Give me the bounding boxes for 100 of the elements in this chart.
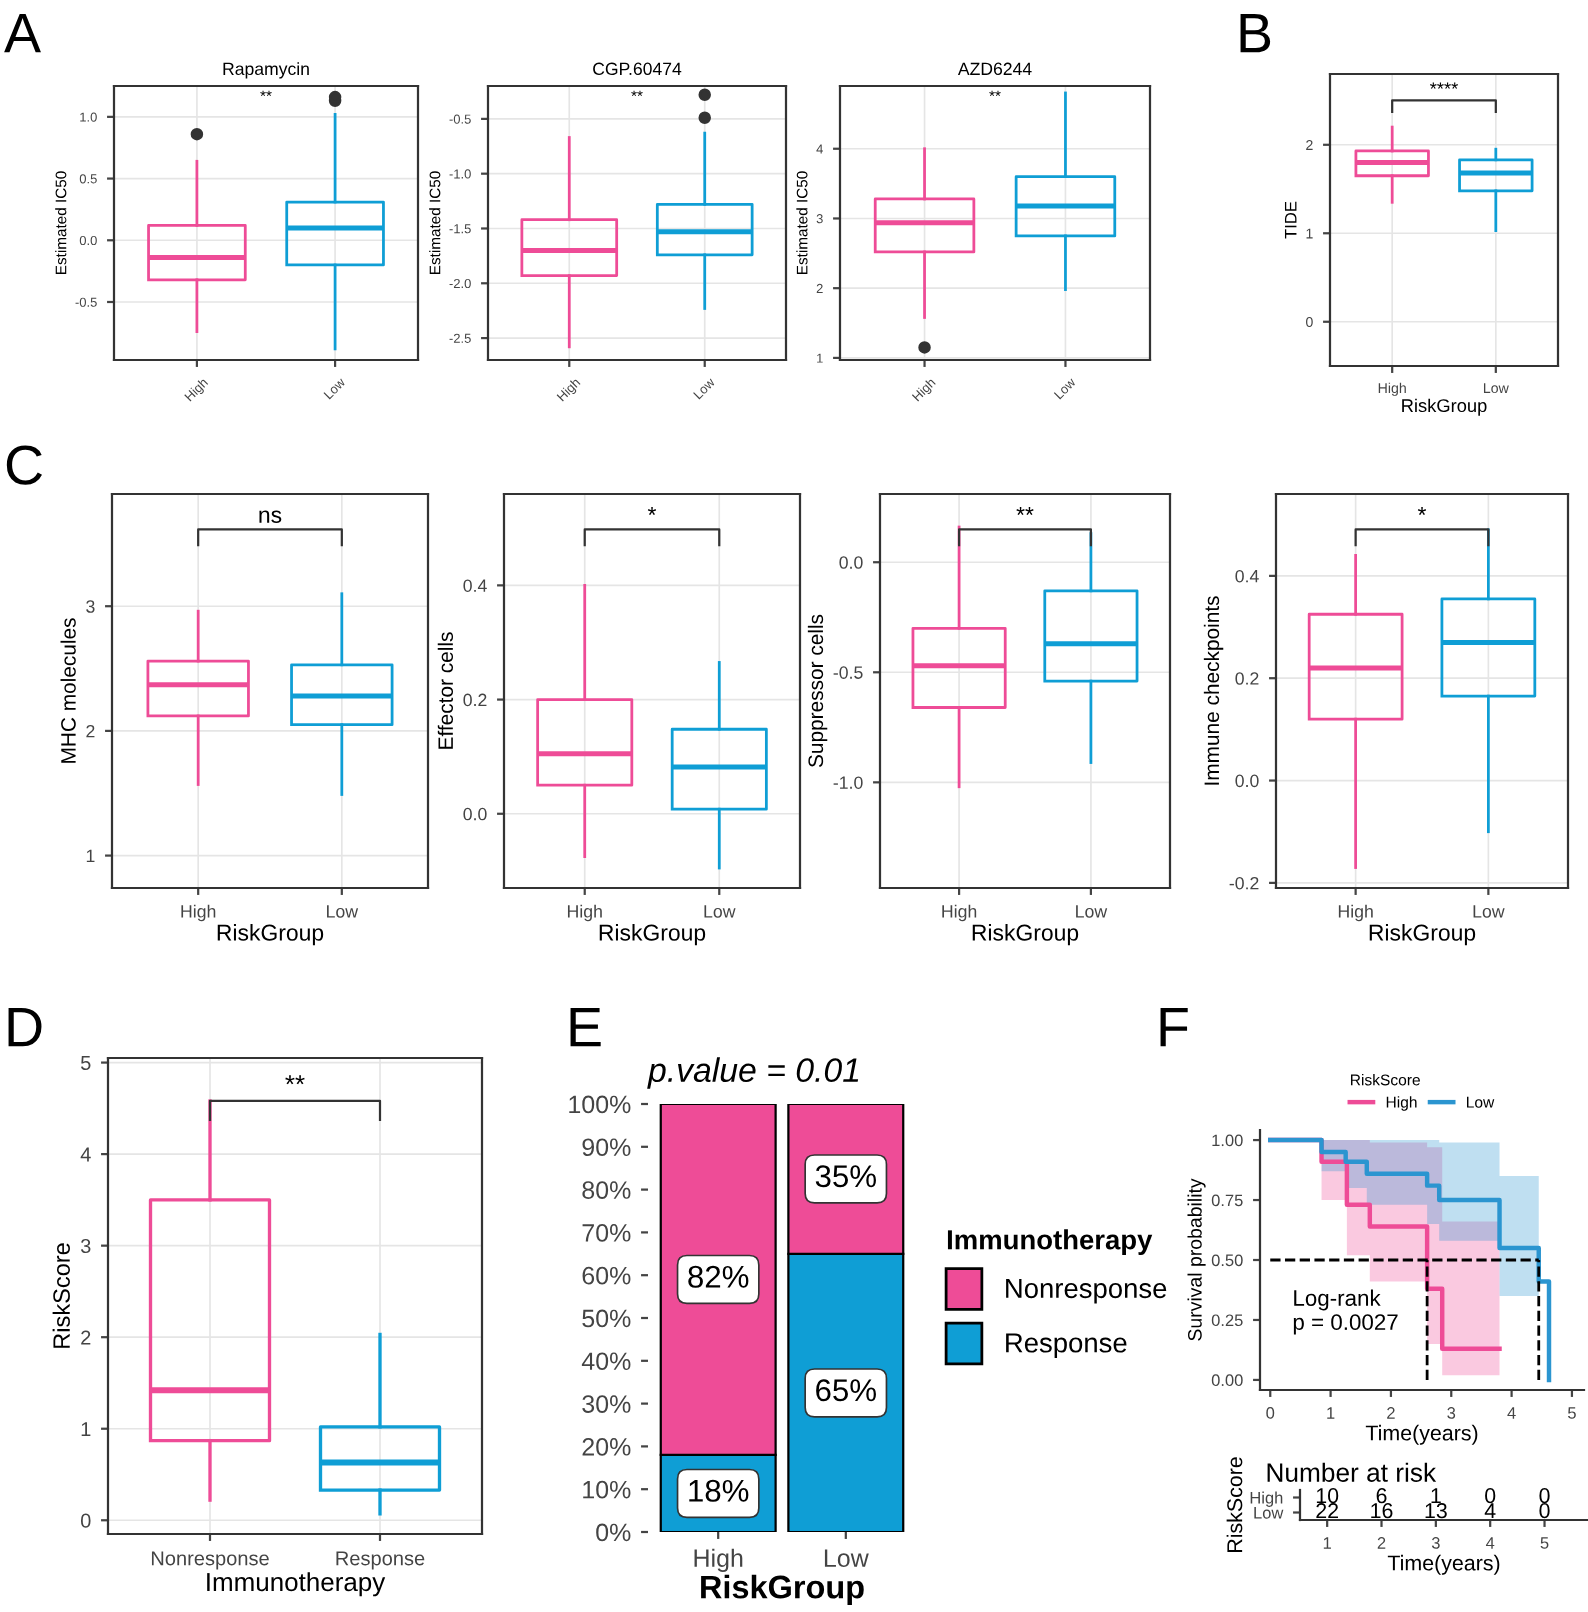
data-label: 0 xyxy=(1539,1503,1550,1519)
annotation: Log-rank p = 0.0027 xyxy=(1293,1289,1398,1335)
y-axis-title: Suppressor cells xyxy=(807,614,828,768)
x-tick-label: 4 xyxy=(1485,1537,1495,1549)
y-tick-label: 100% xyxy=(569,1095,631,1114)
y-axis-title: MHC molecules xyxy=(60,618,76,763)
data-label: 18% xyxy=(689,1479,749,1502)
y-tick-label: 60% xyxy=(582,1266,631,1285)
y-tick-label: 2 xyxy=(86,724,95,738)
y-tick-label: 80% xyxy=(582,1181,631,1199)
y-tick-label: 50% xyxy=(582,1309,631,1328)
x-tick-label: 3 xyxy=(1431,1537,1440,1549)
x-tick-label: Low xyxy=(1076,905,1108,918)
data-label: 10 xyxy=(1316,1488,1339,1504)
x-tick-label: High xyxy=(694,1548,743,1572)
text: A xyxy=(4,14,41,53)
y-tick-label: 70% xyxy=(582,1224,631,1242)
y-tick-label: -1.0 xyxy=(833,776,863,789)
chart-title: p.value = 0.01 xyxy=(647,1057,859,1089)
x-axis-title: RiskGroup xyxy=(599,923,706,946)
x-axis-title: Time(years) xyxy=(1365,1424,1478,1445)
x-tick-label: High xyxy=(567,904,602,922)
x-tick-label: Response xyxy=(336,1551,425,1570)
y-tick-label: 0.0 xyxy=(839,556,863,569)
text: E xyxy=(570,1008,601,1047)
data-label: 6 xyxy=(1376,1488,1387,1504)
x-tick-label: 5 xyxy=(1568,1407,1576,1419)
x-tick-label: 5 xyxy=(1540,1537,1549,1549)
data-label: 65% xyxy=(816,1379,876,1402)
y-tick-label: 0.25 xyxy=(1211,1314,1243,1327)
y-axis-title: Immune checkpoints xyxy=(1203,596,1224,785)
y-tick-label: 0.50 xyxy=(1211,1254,1243,1267)
data-label: 82% xyxy=(688,1265,749,1288)
y-tick-label: -0.2 xyxy=(1229,876,1259,890)
y-tick-label: 1 xyxy=(81,1422,91,1436)
x-tick-label: High xyxy=(181,904,216,922)
y-tick-label: 0.2 xyxy=(1235,672,1259,685)
data-label: 0 xyxy=(1539,1488,1550,1504)
text: C xyxy=(6,445,42,485)
data-label: 1 xyxy=(1431,1488,1441,1504)
legend-title: Immunotherapy xyxy=(947,1229,1153,1255)
annotation: ** xyxy=(1016,506,1034,516)
x-tick-label: 2 xyxy=(1377,1537,1386,1549)
y-tick-label: 0.2 xyxy=(463,693,487,707)
x-tick-label: Low xyxy=(704,905,736,918)
x-axis-title: RiskGroup xyxy=(972,923,1079,946)
y-tick-label: 40% xyxy=(581,1352,631,1371)
y-tick-label: 1.00 xyxy=(1212,1134,1243,1147)
text: F xyxy=(1160,1008,1188,1047)
y-tick-label: 3 xyxy=(86,600,95,613)
y-tick-label: 0.00 xyxy=(1211,1374,1243,1387)
x-tick-label: Low xyxy=(327,905,359,918)
x-axis-title: Immunotherapy xyxy=(207,1572,386,1597)
y-tick-label: 30% xyxy=(582,1395,631,1413)
chart-title: Number at risk xyxy=(1267,1462,1437,1482)
x-tick-label: 2 xyxy=(1387,1407,1395,1419)
x-axis-title: RiskGroup xyxy=(1369,923,1476,946)
x-tick-label: High xyxy=(942,904,977,922)
chart-title: CGP.60474 xyxy=(593,62,682,76)
data-label: 35% xyxy=(815,1165,876,1188)
y-tick-label: 90% xyxy=(582,1138,631,1157)
x-tick-label: 1 xyxy=(1327,1407,1335,1419)
x-tick-label: High xyxy=(1338,904,1373,922)
y-tick-label: 0.75 xyxy=(1211,1194,1243,1207)
y-tick-label: 0% xyxy=(596,1523,631,1542)
y-axis-title: RiskScore xyxy=(1226,1457,1243,1552)
annotation: * xyxy=(1417,506,1427,516)
y-axis-title: TIDE xyxy=(1284,201,1297,239)
y-tick-label: 0.4 xyxy=(463,579,487,592)
chart-title: Rapamycin xyxy=(223,62,309,79)
y-tick-label: 0.0 xyxy=(463,807,487,821)
y-tick-label: 0 xyxy=(80,1513,91,1528)
y-axis-title: Effector cells xyxy=(437,632,454,749)
y-axis-title: Survival probability xyxy=(1187,1178,1206,1341)
y-tick-label: 20% xyxy=(582,1438,631,1456)
legend-label: Nonresponse xyxy=(1006,1278,1167,1304)
y-tick-label: 10% xyxy=(583,1480,631,1499)
x-axis-title: RiskGroup xyxy=(1402,398,1487,416)
y-tick-label: -0.5 xyxy=(833,666,863,679)
x-tick-label: 1 xyxy=(1323,1537,1331,1549)
data-label: 4 xyxy=(1484,1503,1496,1519)
legend-label: Response xyxy=(1006,1333,1127,1359)
data-label: 13 xyxy=(1425,1503,1447,1519)
x-axis-title: Time(years) xyxy=(1387,1554,1500,1575)
y-tick-label: 2 xyxy=(81,1330,91,1345)
annotation: ns xyxy=(259,510,282,523)
y-tick-label: 1 xyxy=(86,849,95,862)
x-axis-title: RiskGroup xyxy=(217,923,324,946)
x-tick-label: Low xyxy=(1473,905,1505,918)
y-tick-label: 0.0 xyxy=(1235,774,1259,788)
data-label: 22 xyxy=(1316,1503,1338,1519)
text: D xyxy=(8,1008,42,1047)
data-label: 16 xyxy=(1371,1503,1393,1519)
chart-title: AZD6244 xyxy=(957,62,1032,76)
y-tick-label: 5 xyxy=(80,1056,91,1071)
y-tick-label: 4 xyxy=(80,1147,91,1162)
text: B xyxy=(1240,14,1271,53)
x-tick-label: 4 xyxy=(1507,1407,1516,1419)
x-tick-label: 3 xyxy=(1447,1407,1456,1419)
annotation: * xyxy=(647,506,657,516)
